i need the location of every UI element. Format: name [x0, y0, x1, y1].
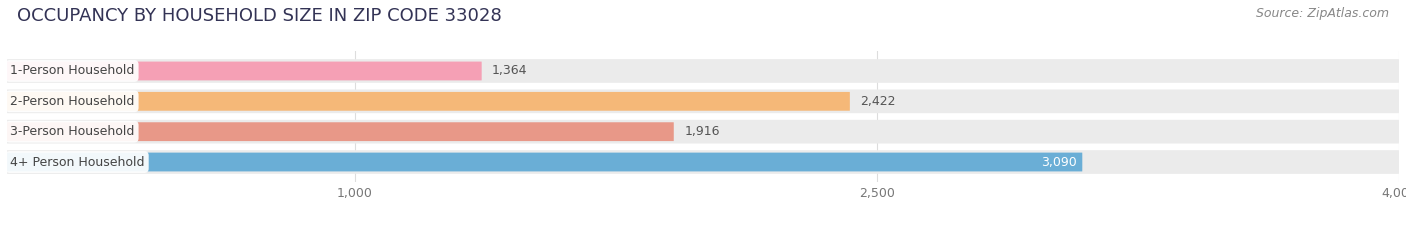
FancyBboxPatch shape	[7, 89, 1399, 113]
Text: 1,364: 1,364	[492, 65, 527, 78]
FancyBboxPatch shape	[7, 150, 1399, 174]
FancyBboxPatch shape	[7, 62, 482, 80]
FancyBboxPatch shape	[7, 122, 673, 141]
FancyBboxPatch shape	[7, 120, 1399, 144]
Text: 1-Person Household: 1-Person Household	[10, 65, 134, 78]
Text: 3,090: 3,090	[1042, 155, 1077, 168]
Text: 2-Person Household: 2-Person Household	[10, 95, 134, 108]
Text: 3-Person Household: 3-Person Household	[10, 125, 134, 138]
FancyBboxPatch shape	[7, 153, 1083, 171]
FancyBboxPatch shape	[7, 92, 849, 111]
Text: OCCUPANCY BY HOUSEHOLD SIZE IN ZIP CODE 33028: OCCUPANCY BY HOUSEHOLD SIZE IN ZIP CODE …	[17, 7, 502, 25]
FancyBboxPatch shape	[7, 59, 1399, 83]
Text: 2,422: 2,422	[860, 95, 896, 108]
Text: Source: ZipAtlas.com: Source: ZipAtlas.com	[1256, 7, 1389, 20]
Text: 1,916: 1,916	[685, 125, 720, 138]
Text: 4+ Person Household: 4+ Person Household	[10, 155, 145, 168]
